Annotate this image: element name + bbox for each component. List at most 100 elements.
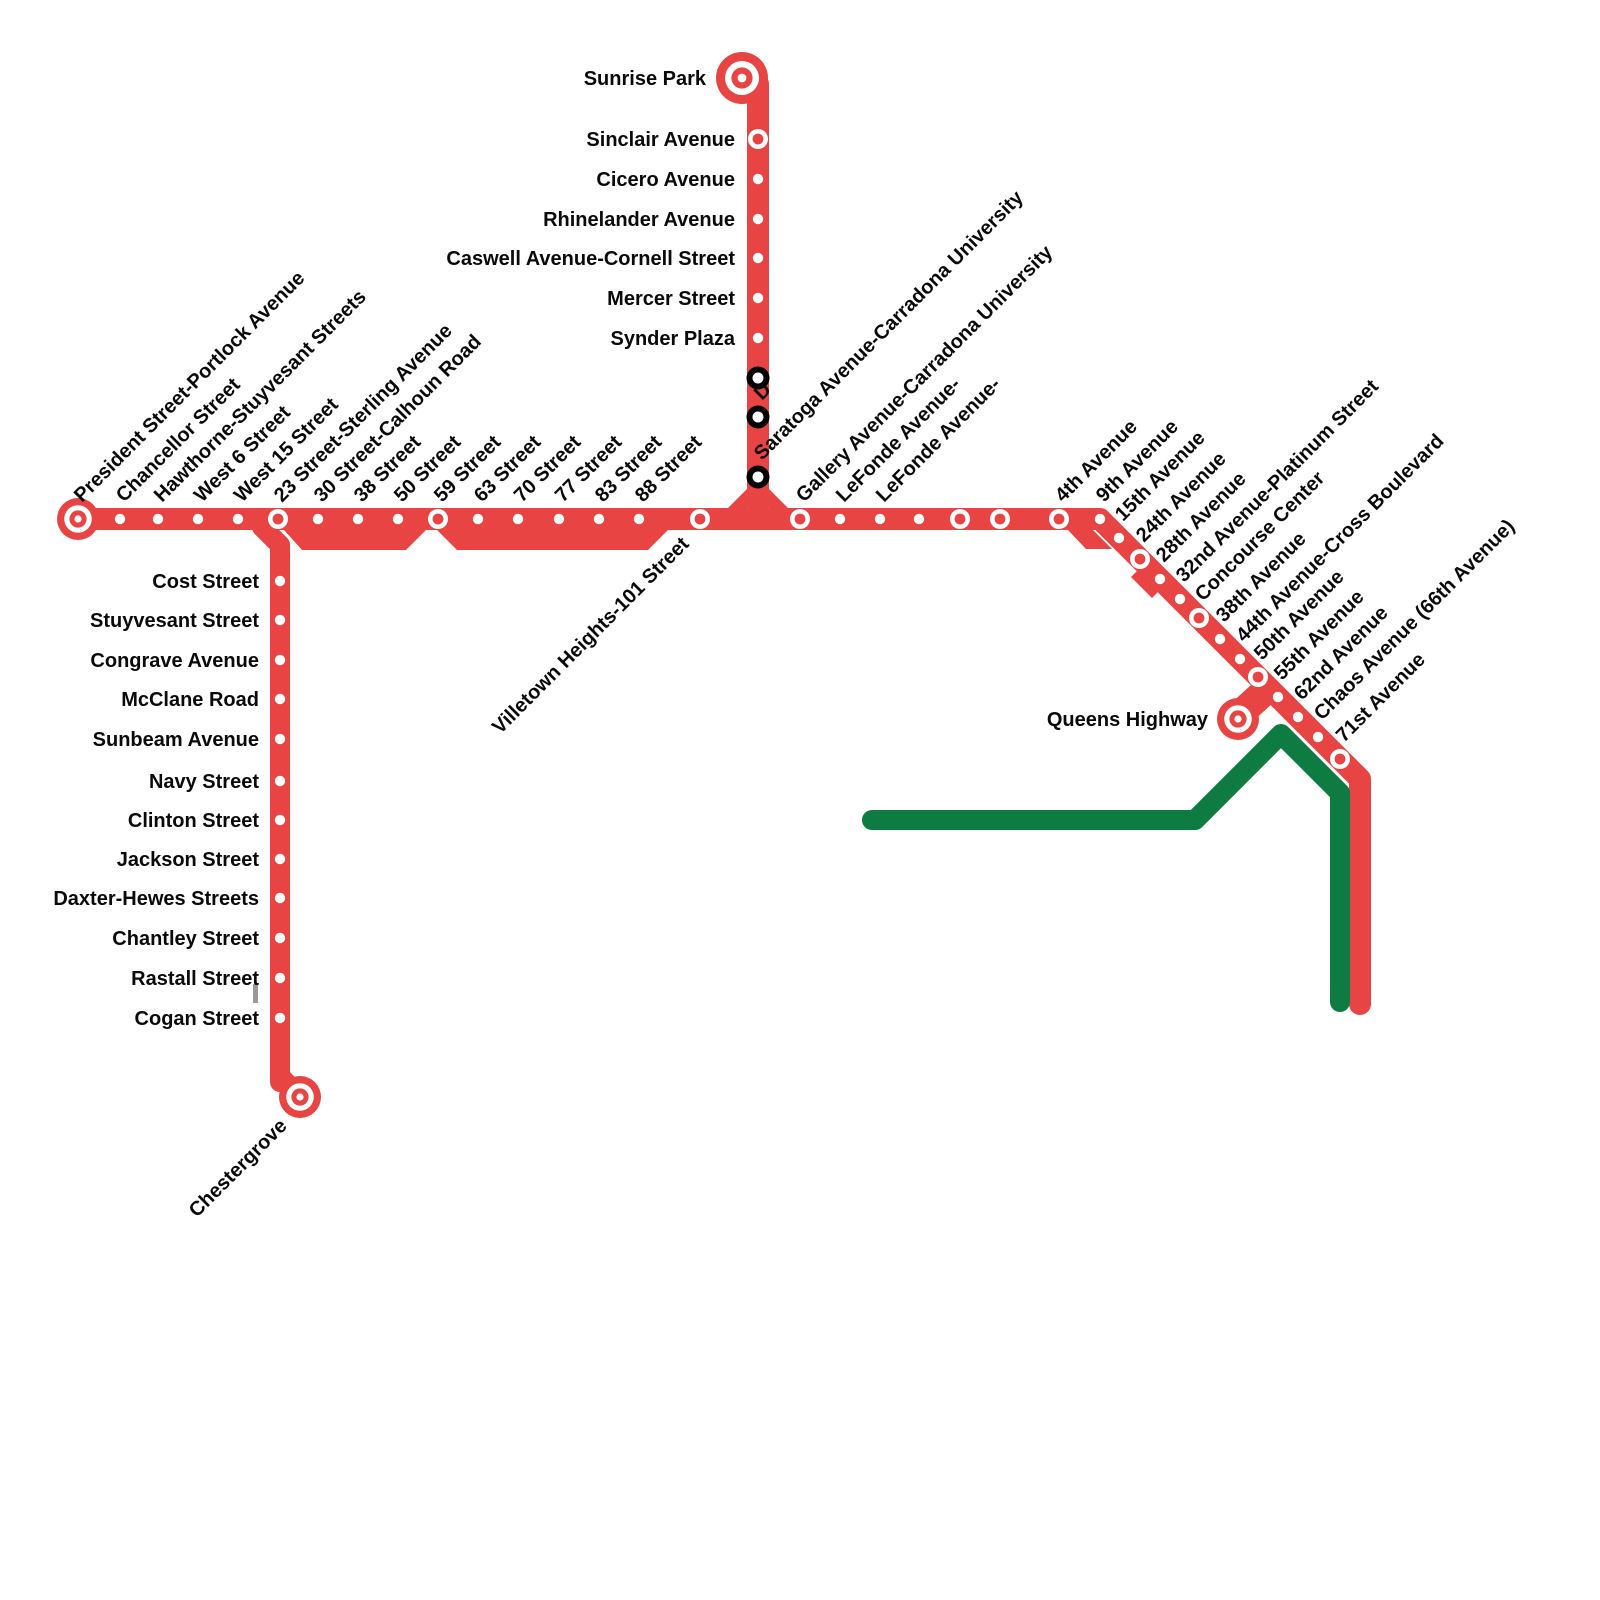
station-unnamed [746, 366, 770, 390]
station-sunbeam-avenue: Sunbeam Avenue [93, 729, 286, 751]
green-line [862, 724, 1350, 1012]
ring-station-marker [694, 513, 706, 525]
station-label: Mercer Street [607, 288, 735, 310]
station-rastall-street: Rastall Street [131, 968, 286, 990]
dot-station-marker [274, 972, 286, 984]
ring-station-marker [1252, 671, 1264, 683]
dot-station-marker [752, 292, 764, 304]
dot-station-marker [1312, 731, 1324, 743]
station-caswell-avenue-cornell-street: Caswell Avenue-Cornell Street [446, 248, 764, 270]
double-track-segment-3 [1068, 530, 1112, 549]
dot-station-marker [274, 853, 286, 865]
station-navy-street: Navy Street [149, 771, 286, 793]
junction-flare-right [769, 489, 788, 508]
dot-station-marker [352, 513, 364, 525]
double-track-segment-4 [1131, 569, 1160, 598]
dot-station-marker [274, 814, 286, 826]
station-chestergrove: Chestergrove [185, 1076, 321, 1222]
dot-station-marker [192, 513, 204, 525]
station-rhinelander-avenue: Rhinelander Avenue [543, 209, 764, 231]
station-label: Sinclair Avenue [586, 129, 735, 151]
dot-station-marker [274, 733, 286, 745]
dot-station-marker [1272, 691, 1284, 703]
station-congrave-avenue: Congrave Avenue [90, 650, 286, 672]
station-label: Sunbeam Avenue [93, 729, 259, 751]
terminal-station-marker [74, 515, 82, 523]
ring-station-marker [1053, 513, 1065, 525]
station-cicero-avenue: Cicero Avenue [596, 169, 764, 191]
black-station-marker [752, 471, 764, 483]
station-label: McClane Road [121, 689, 259, 711]
ring-station-marker [1134, 553, 1146, 565]
dot-station-marker [274, 775, 286, 787]
station-label: Sunrise Park [584, 68, 707, 90]
station-label: Queens Highway [1047, 709, 1209, 731]
ring-station-marker [994, 513, 1006, 525]
dot-station-marker [274, 892, 286, 904]
dot-station-marker [312, 513, 324, 525]
station-label: Chantley Street [112, 928, 259, 950]
ring-station-marker [1334, 753, 1346, 765]
dot-station-marker [114, 513, 126, 525]
ring-station-marker [432, 513, 444, 525]
dot-station-marker [472, 513, 484, 525]
station-president-street-portlock-avenue: President Street-Portlock Avenue [57, 267, 309, 540]
ring-station-marker [794, 513, 806, 525]
dot-station-marker [633, 513, 645, 525]
station-label: Cicero Avenue [596, 169, 735, 191]
station-cost-street: Cost Street [152, 571, 286, 593]
dot-station-marker [593, 513, 605, 525]
terminal-station-marker [1234, 715, 1242, 723]
station-mcclane-road: McClane Road [121, 689, 286, 711]
junction-flare-left [728, 489, 747, 508]
dot-station-marker [232, 513, 244, 525]
ring-station-marker [752, 133, 764, 145]
dot-station-marker [752, 173, 764, 185]
dot-station-marker [512, 513, 524, 525]
black-station-marker [752, 372, 764, 384]
double-track-segment-1 [284, 530, 426, 550]
dot-station-marker [1113, 532, 1125, 544]
station-label: Villetown Heights-101 Street [488, 533, 694, 739]
dot-station-marker [274, 1012, 286, 1024]
ring-station-marker [272, 513, 284, 525]
dot-station-marker [274, 693, 286, 705]
red-line-trunk [67, 508, 1371, 1015]
red-line-south-branch [252, 517, 290, 1092]
station-label: Rastall Street [131, 968, 259, 990]
dot-station-marker [752, 213, 764, 225]
dot-station-marker [752, 252, 764, 264]
dot-station-marker [152, 513, 164, 525]
dot-station-marker [913, 513, 925, 525]
station-cogan-street: Cogan Street [135, 1008, 286, 1030]
dot-station-marker [1154, 573, 1166, 585]
station-label: Cogan Street [135, 1008, 260, 1030]
dot-station-marker [1214, 633, 1226, 645]
dot-station-marker [274, 575, 286, 587]
dot-station-marker [1292, 711, 1304, 723]
terminal_big-station-marker [737, 73, 747, 83]
station-label: Navy Street [149, 771, 259, 793]
station-sinclair-avenue: Sinclair Avenue [586, 129, 768, 151]
station-mercer-street: Mercer Street [607, 288, 764, 310]
station-daxter-hewes-streets: Daxter-Hewes Streets [53, 888, 286, 910]
dot-station-marker [752, 332, 764, 344]
dot-station-marker [274, 614, 286, 626]
station-label: Stuyvesant Street [90, 610, 259, 632]
station-label: Congrave Avenue [90, 650, 259, 672]
station-label: Cost Street [152, 571, 259, 593]
station-label: Caswell Avenue-Cornell Street [446, 248, 735, 270]
station-label: Synder Plaza [610, 328, 735, 350]
dot-station-marker [1094, 513, 1106, 525]
station-clinton-street: Clinton Street [128, 810, 286, 832]
station-unnamed [950, 509, 970, 529]
station-label: Daxter-Hewes Streets [53, 888, 259, 910]
station-stuyvesant-street: Stuyvesant Street [90, 610, 286, 632]
dot-station-marker [274, 932, 286, 944]
dot-station-marker [553, 513, 565, 525]
station-synder-plaza: Synder Plaza [610, 328, 764, 350]
station-label: Rhinelander Avenue [543, 209, 735, 231]
dot-station-marker [274, 654, 286, 666]
